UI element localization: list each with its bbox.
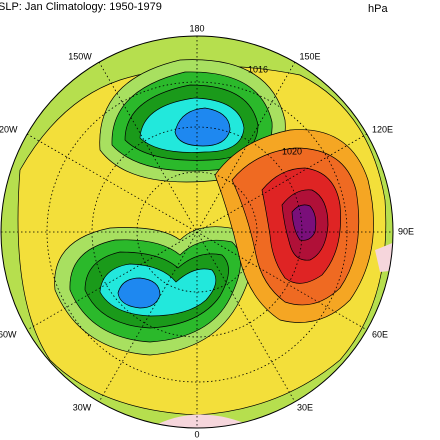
longitude-label: 0 xyxy=(194,429,199,439)
longitude-label: 150W xyxy=(68,51,92,61)
contour-fill xyxy=(117,277,161,309)
contour-fill xyxy=(291,204,317,241)
longitude-label: 180 xyxy=(189,23,204,33)
longitude-label: 120W xyxy=(0,124,18,134)
title: SLP: Jan Climatology: 1950-1979 xyxy=(0,1,162,13)
units: hPa xyxy=(368,3,388,15)
contour-fill xyxy=(174,107,231,147)
latitude-circle xyxy=(46,81,348,383)
meridians xyxy=(1,36,393,428)
longitude-label: 30W xyxy=(73,402,92,412)
field xyxy=(1,36,393,428)
longitude-label: 120E xyxy=(372,124,393,134)
longitude-label: 150E xyxy=(299,51,320,61)
longitude-label: 90E xyxy=(398,226,414,236)
contour-label: 1020 xyxy=(282,146,302,156)
longitude-label: 60W xyxy=(0,329,17,339)
map-border xyxy=(0,35,394,429)
longitude-label: 60E xyxy=(372,329,388,339)
longitude-label: 30E xyxy=(297,402,313,412)
contour-label: 1016 xyxy=(248,64,268,74)
